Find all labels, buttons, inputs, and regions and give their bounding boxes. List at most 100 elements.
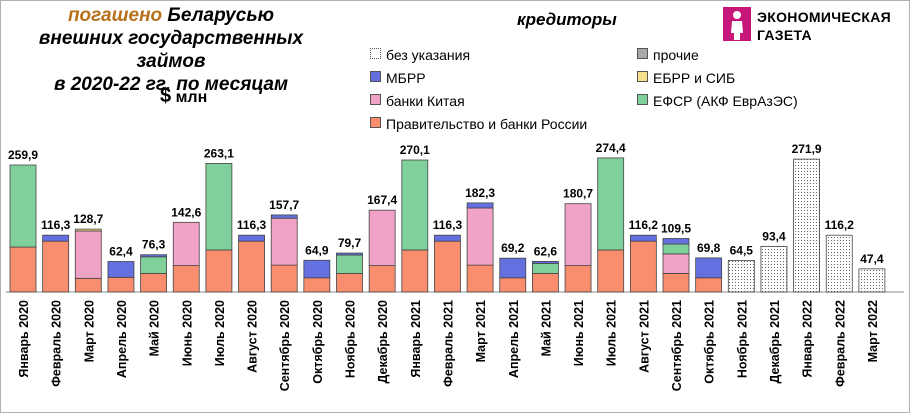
bar-segment <box>662 273 690 293</box>
data-label: 182,3 <box>465 186 495 200</box>
data-label: 116,3 <box>433 218 463 232</box>
bar-segment <box>140 273 168 293</box>
data-label: 47,4 <box>860 252 884 266</box>
legend-swatch <box>370 117 381 128</box>
bar-segment <box>597 157 625 251</box>
tick-label: Июль 2020 <box>213 300 227 366</box>
tick-label: Апрель 2020 <box>115 300 129 378</box>
data-label: 259,9 <box>8 148 38 162</box>
bar-segment <box>825 234 853 293</box>
unit-symbol: $ <box>160 85 172 107</box>
unit-text: млн <box>171 89 208 106</box>
tick-label: Март 2020 <box>82 300 96 362</box>
tick-label: Октябрь 2020 <box>311 300 325 384</box>
data-label: 62,4 <box>109 245 133 259</box>
legend-item-other: прочие <box>637 47 699 63</box>
data-label: 116,2 <box>629 218 659 232</box>
tick-label: Февраль 2020 <box>50 300 64 387</box>
bar-segment <box>238 240 265 293</box>
bar-segment <box>42 234 70 242</box>
bar-segment <box>107 261 135 278</box>
tick-label: Декабрь 2021 <box>768 300 782 384</box>
data-label: 167,4 <box>367 193 397 207</box>
bar-segment <box>662 238 690 245</box>
chart-title: погашено Беларусью внешних государственн… <box>6 4 336 96</box>
tick-label: Июнь 2020 <box>180 300 194 366</box>
legend-label: МБРР <box>386 70 426 86</box>
bar-segment <box>172 221 200 267</box>
data-label: 69,8 <box>697 241 721 255</box>
data-label: 116,3 <box>237 218 267 232</box>
tick-label: Сентябрь 2020 <box>278 300 292 391</box>
bar-segment <box>238 234 265 242</box>
data-label: 128,7 <box>73 212 103 226</box>
title-accent: погашено <box>67 5 163 26</box>
bar-segment <box>858 268 886 293</box>
bar-segment <box>564 265 592 293</box>
bar-segment <box>629 240 657 293</box>
bar-segment <box>401 249 429 293</box>
tick-label: Август 2021 <box>637 300 651 373</box>
bar-segment <box>140 254 168 258</box>
bar-segment <box>140 256 168 274</box>
legend-swatch <box>370 48 381 59</box>
bar-segment <box>74 277 102 293</box>
data-label: 157,7 <box>269 198 299 212</box>
bar-segment <box>270 214 298 219</box>
unit-label: $ млн <box>160 85 207 108</box>
tick-label: Ноябрь 2021 <box>735 300 749 378</box>
tick-label: Январь 2021 <box>409 300 423 378</box>
legend-item-ibrd: МБРР <box>370 70 426 86</box>
data-label: 69,2 <box>501 241 525 255</box>
bar-segment <box>74 230 102 279</box>
bar-segment <box>466 202 494 209</box>
data-label: 270,1 <box>400 143 430 157</box>
legend-swatch <box>637 71 648 82</box>
title-line3: в 2020-22 гг. по месяцам <box>53 74 289 95</box>
data-label: 62,6 <box>534 244 558 258</box>
bar-segment <box>466 264 494 293</box>
tick-label: Январь 2022 <box>801 300 815 378</box>
bar-segment <box>303 259 331 279</box>
bar-segment <box>499 277 527 293</box>
bar-segment <box>42 240 70 293</box>
title-line1: Беларусью <box>162 5 275 26</box>
logo-icon <box>723 7 751 41</box>
legend-item-efsd: ЕФСР (АКФ ЕврАзЭС) <box>637 93 798 109</box>
bar-segment <box>205 163 233 251</box>
bar-segment <box>793 158 820 293</box>
legend-label: ЕБРР и СИБ <box>653 70 736 86</box>
legend-item-no-spec: без указания <box>370 47 470 63</box>
logo-line1: ЭКОНОМИЧЕСКАЯ <box>757 9 892 25</box>
bar-segment <box>532 262 559 274</box>
bar-segment <box>434 234 461 242</box>
legend-label: прочие <box>653 47 699 63</box>
bar-segment <box>532 261 559 264</box>
tick-label: Апрель 2021 <box>507 300 521 378</box>
legend-swatch <box>370 94 381 105</box>
data-label: 79,7 <box>338 236 362 250</box>
legend-label: без указания <box>386 47 471 63</box>
bar-segment <box>434 240 461 293</box>
bar-segment <box>270 217 298 266</box>
legend-swatch <box>637 94 648 105</box>
logo-line2: ГАЗЕТА <box>757 27 812 43</box>
bar-segment <box>401 159 429 251</box>
bar-segment <box>172 265 200 293</box>
tick-label: Март 2022 <box>866 300 880 362</box>
tick-label: Сентябрь 2021 <box>670 300 684 391</box>
bar-segment <box>368 265 396 293</box>
bar-segment <box>695 257 723 279</box>
bar-segment <box>564 203 592 267</box>
data-label: 109,5 <box>661 221 691 235</box>
data-label: 271,9 <box>792 142 822 156</box>
bar-segment <box>695 277 723 293</box>
data-label: 116,3 <box>41 218 71 232</box>
bar-segment <box>303 277 331 293</box>
data-label: 180,7 <box>563 187 593 201</box>
bars-group <box>6 157 904 293</box>
data-label: 93,4 <box>762 229 786 243</box>
title-line2: внешних государственных займов <box>38 28 304 72</box>
